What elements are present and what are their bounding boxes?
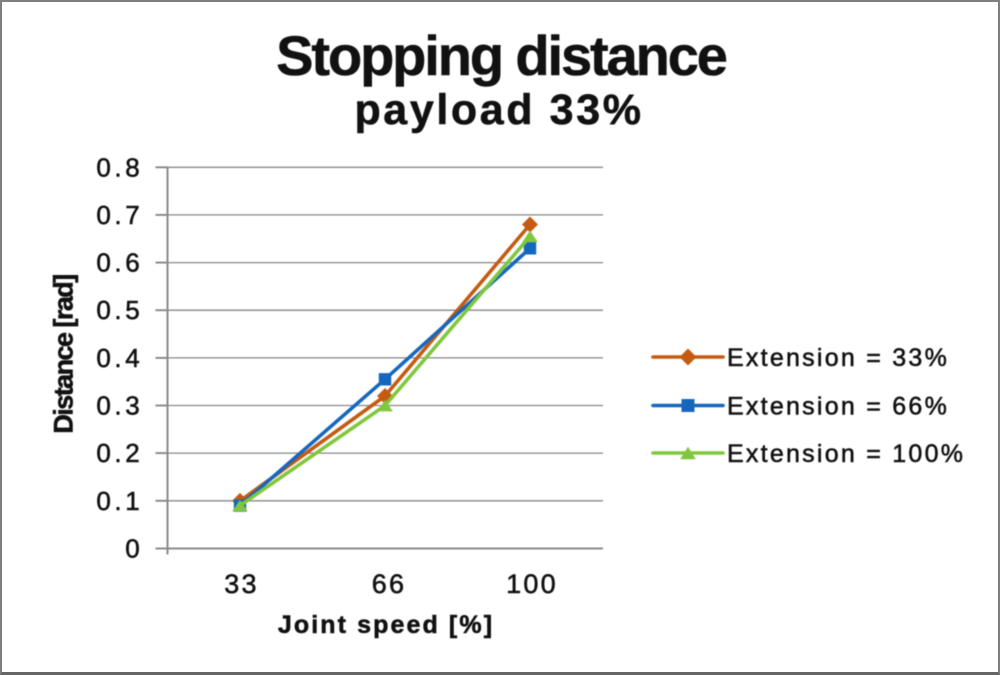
svg-text:100: 100 (506, 569, 558, 599)
svg-text:66: 66 (372, 569, 406, 599)
svg-text:Stopping distance: Stopping distance (276, 24, 727, 87)
svg-text:0.6: 0.6 (96, 248, 143, 278)
svg-text:Extension = 100%: Extension = 100% (727, 440, 965, 468)
svg-text:Extension = 66%: Extension = 66% (727, 393, 949, 421)
svg-text:Distance [rad]: Distance [rad] (49, 275, 79, 434)
svg-text:0.1: 0.1 (96, 486, 143, 516)
svg-text:0.4: 0.4 (96, 343, 143, 373)
svg-text:0.5: 0.5 (96, 295, 143, 325)
svg-text:0.8: 0.8 (96, 152, 143, 182)
svg-text:payload 33%: payload 33% (354, 86, 643, 134)
svg-text:0.3: 0.3 (96, 391, 143, 421)
svg-text:33: 33 (224, 569, 258, 599)
svg-text:0.7: 0.7 (96, 200, 143, 230)
svg-text:0.2: 0.2 (96, 438, 143, 468)
svg-text:Extension = 33%: Extension = 33% (727, 344, 949, 372)
svg-text:0: 0 (125, 534, 143, 564)
svg-text:Joint speed [%]: Joint speed [%] (278, 611, 494, 639)
